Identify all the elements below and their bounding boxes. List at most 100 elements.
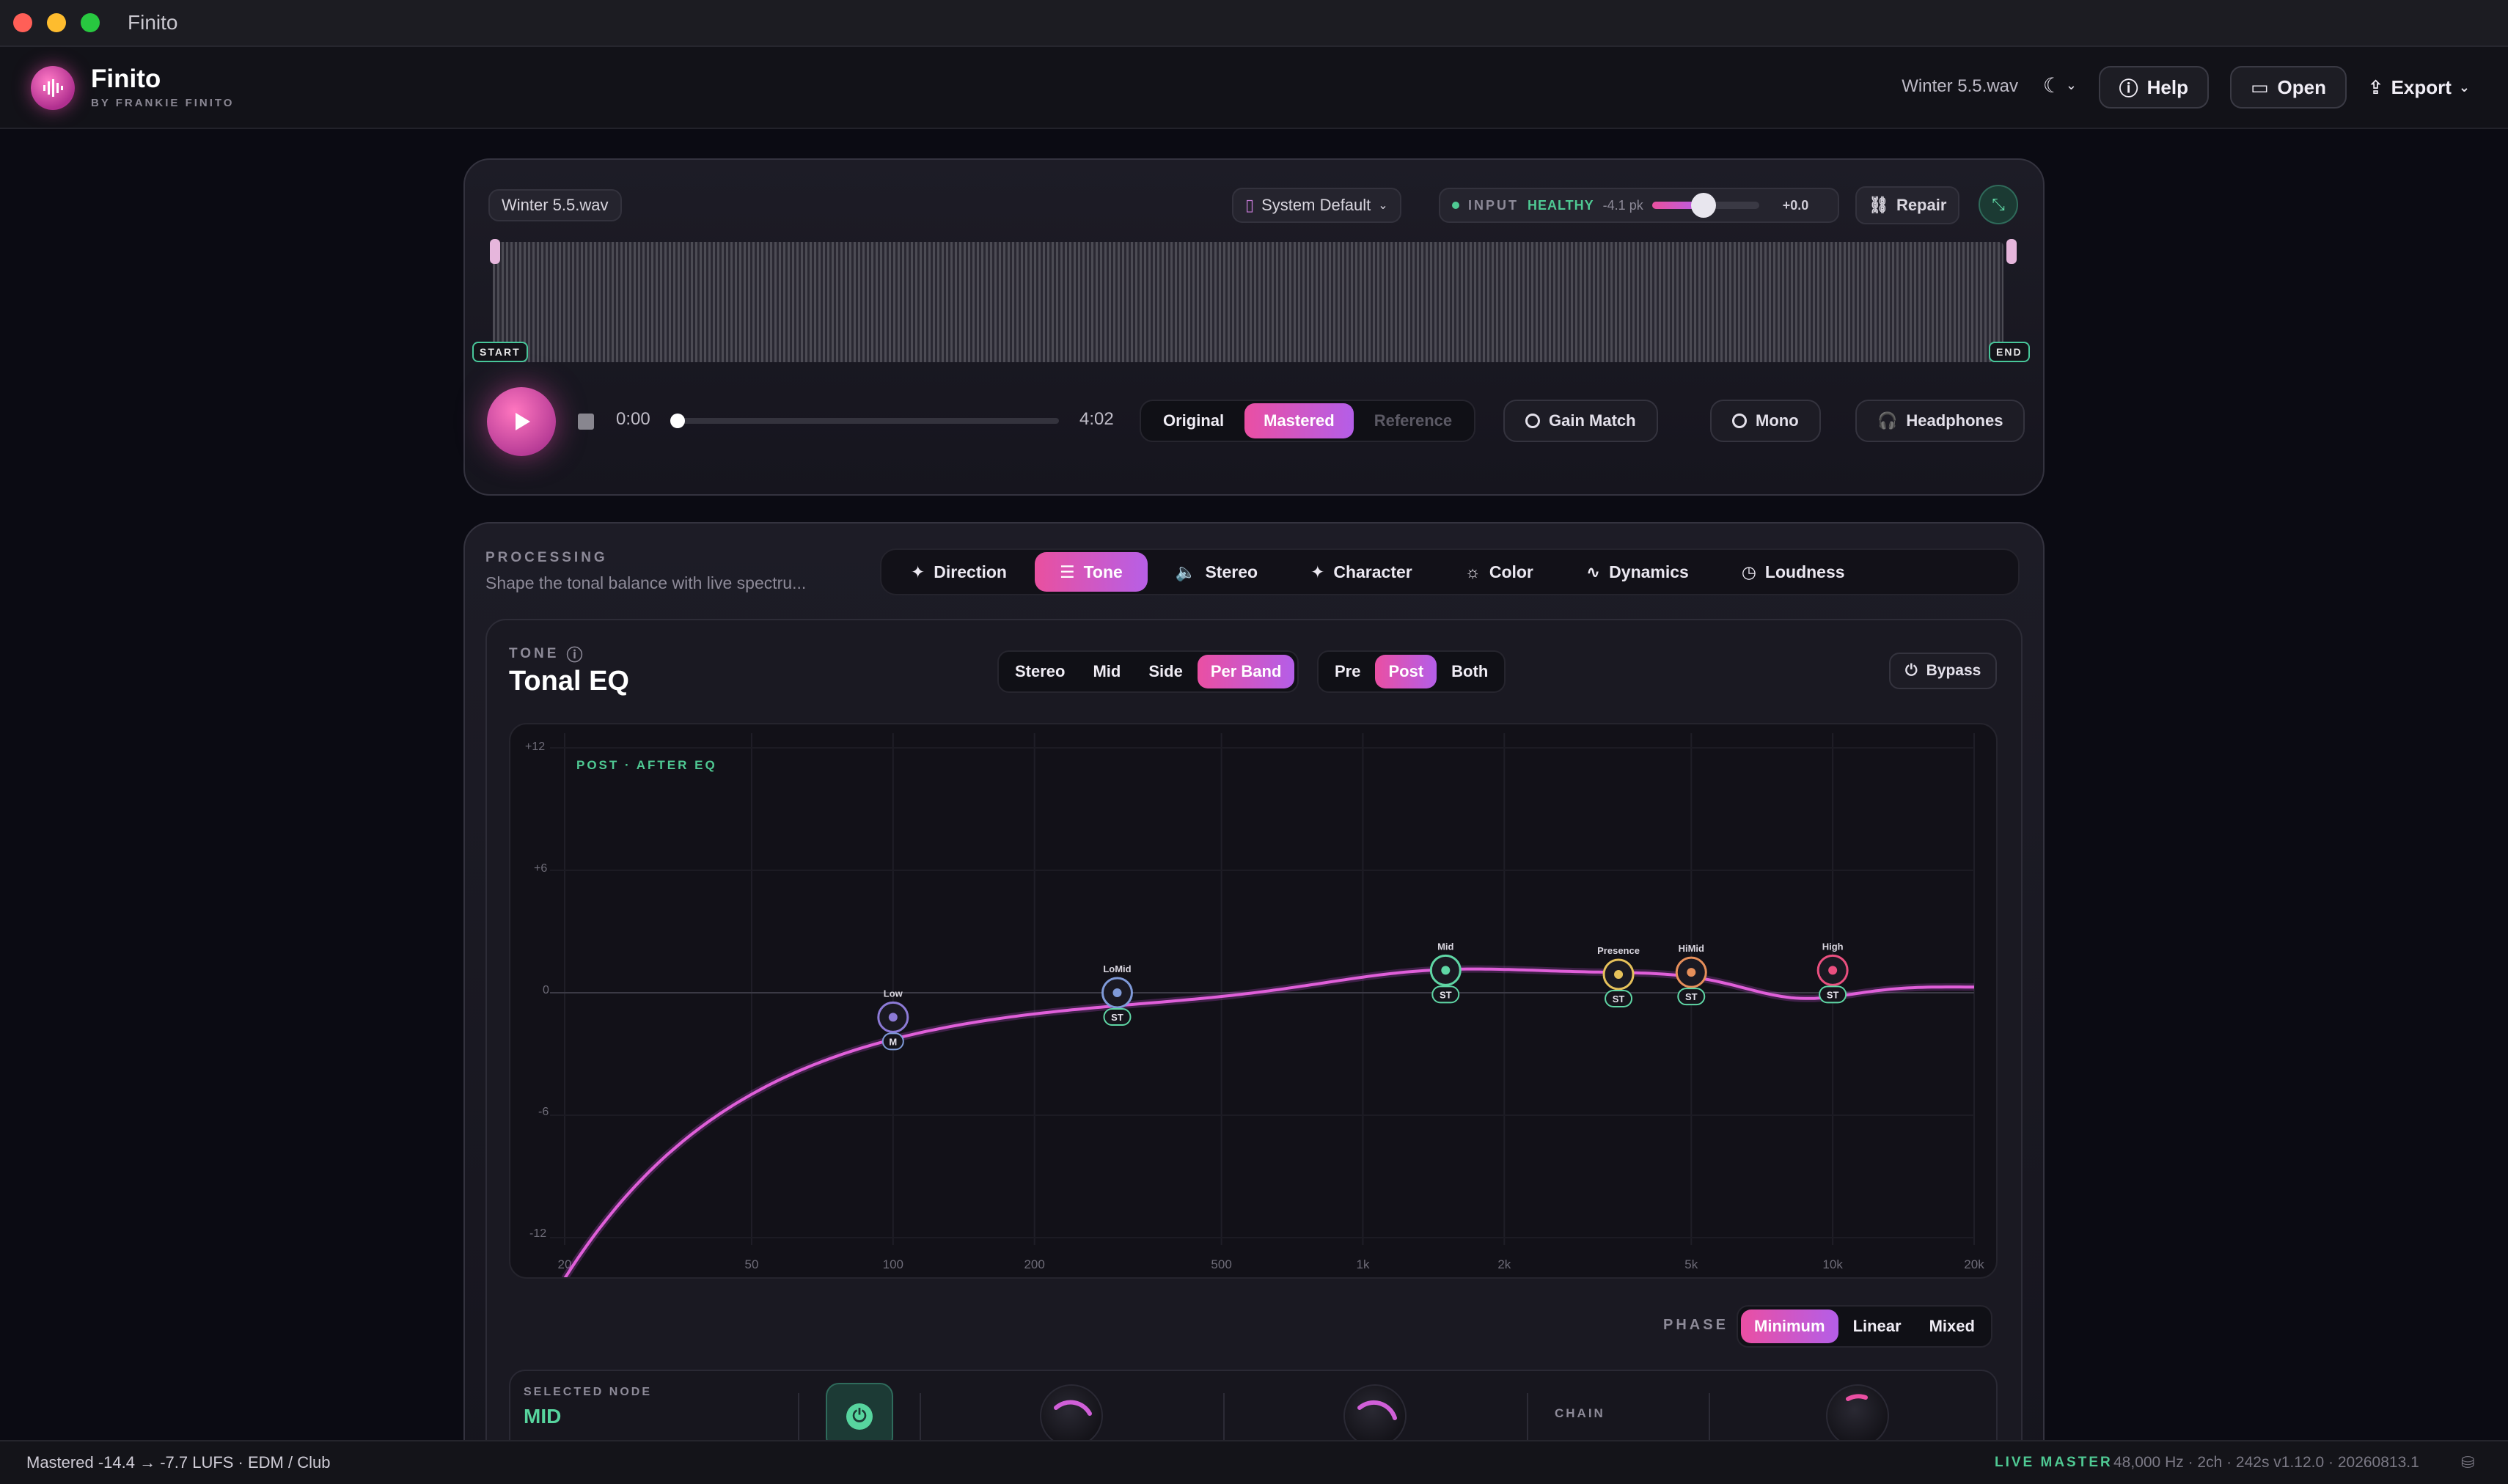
tab-color[interactable]: ☼ Color — [1440, 552, 1558, 592]
playback-progress[interactable] — [670, 414, 1059, 428]
end-handle[interactable] — [2006, 239, 2017, 264]
close-window-button[interactable] — [13, 13, 32, 32]
phase-toggle: Minimum Linear Mixed — [1737, 1305, 1992, 1348]
eq-node-tag-badge — [1103, 1008, 1132, 1026]
status-summary: Mastered -14.4 → -7.7 LUFS · EDM / Club — [26, 1453, 331, 1472]
tab-direction[interactable]: ✦ Direction — [886, 552, 1032, 592]
input-status: HEALTHY — [1528, 197, 1594, 213]
mono-button[interactable]: Mono — [1710, 400, 1821, 442]
speaker-icon: ▯ — [1245, 196, 1255, 214]
input-gain-fill — [1651, 202, 1704, 209]
help-label: Help — [2146, 76, 2188, 98]
repair-label: Repair — [1896, 196, 1947, 214]
tab-loudness[interactable]: ◷ Loudness — [1717, 552, 1870, 592]
stage-option-both[interactable]: Both — [1451, 662, 1489, 680]
window-controls — [13, 13, 100, 32]
stage-option-post[interactable]: Post — [1375, 655, 1437, 688]
info-icon[interactable]: ⓘ — [566, 646, 586, 664]
node-enable-button[interactable]: ⏻ — [826, 1383, 893, 1450]
headphones-icon: 🎧 — [1877, 411, 1898, 430]
eq-canvas[interactable]: 20 50 100 200 500 1k 2k 5k 10k 20k Low M LoMid ST Mid S… — [510, 724, 1998, 1279]
tone-label-text: TONE — [509, 646, 560, 661]
eq-curve-glow — [561, 965, 1975, 1277]
gain-match-button[interactable]: Gain Match — [1503, 400, 1658, 442]
start-handle[interactable] — [490, 239, 500, 264]
channel-option-side[interactable]: Side — [1148, 662, 1183, 680]
status-dot-icon — [1452, 202, 1459, 209]
tab-label: Color — [1489, 562, 1533, 581]
q-knob[interactable] — [1826, 1384, 1889, 1447]
input-gain-slider[interactable] — [1651, 193, 1759, 218]
collapse-button[interactable]: ⤡ — [1979, 185, 2018, 224]
brand-name: Finito — [91, 65, 161, 93]
stop-button[interactable] — [578, 414, 594, 430]
phase-option-minimum[interactable]: Minimum — [1741, 1309, 1838, 1343]
theme-toggle[interactable]: ☾ ⌄ — [2043, 73, 2077, 98]
eq-node-tag-badge — [1819, 985, 1847, 1004]
export-button[interactable]: ⇪ Export ⌄ — [2368, 76, 2470, 99]
selected-node-value: MID — [524, 1405, 562, 1428]
eq-node-tag: ST — [1440, 989, 1452, 1000]
phase-label: PHASE — [1663, 1317, 1728, 1333]
y-tick-label: +6 — [534, 862, 548, 875]
sparkle-icon: ✦ — [1310, 562, 1325, 581]
eq-node-tag-badge — [1431, 985, 1460, 1004]
mono-label: Mono — [1756, 411, 1799, 430]
progress-thumb[interactable] — [670, 414, 685, 428]
live-master-badge: LIVE MASTER — [1995, 1455, 2113, 1470]
help-button[interactable]: ⓘ Help — [2098, 66, 2209, 109]
eq-node-tag: M — [889, 1036, 897, 1047]
output-device-select[interactable]: ▯ System Default ⌄ — [1232, 188, 1401, 223]
gain-match-label: Gain Match — [1549, 411, 1636, 430]
tab-label: Dynamics — [1609, 562, 1689, 581]
chevron-down-icon: ⌄ — [2458, 80, 2470, 95]
link-icon: ⛓ — [1869, 196, 1889, 214]
input-meter: INPUT HEALTHY -4.1 pk +0.0 — [1439, 188, 1839, 223]
gain-knob[interactable] — [1343, 1384, 1407, 1447]
headphones-button[interactable]: 🎧 Headphones — [1855, 400, 2025, 442]
input-peak: -4.1 pk — [1602, 197, 1643, 213]
phase-option-linear[interactable]: Linear — [1852, 1317, 1902, 1335]
phase-option-mixed[interactable]: Mixed — [1929, 1317, 1975, 1335]
repair-button[interactable]: ⛓ Repair — [1855, 186, 1960, 224]
tone-title: Tonal EQ — [509, 666, 629, 697]
input-gain-thumb[interactable] — [1690, 193, 1716, 218]
tab-dynamics[interactable]: ∿ Dynamics — [1561, 552, 1714, 592]
zoom-window-button[interactable] — [81, 13, 100, 32]
ab-option-reference[interactable]: Reference — [1374, 411, 1453, 430]
waveform[interactable] — [493, 242, 2003, 362]
tab-label: Loudness — [1764, 562, 1845, 581]
stage-option-pre[interactable]: Pre — [1335, 662, 1361, 680]
power-icon: ⏻ — [1905, 662, 1918, 679]
tab-tone[interactable]: ☰ Tone — [1034, 552, 1148, 592]
header-file-name: Winter 5.5.wav — [1902, 76, 2018, 96]
ab-option-mastered[interactable]: Mastered — [1244, 403, 1354, 438]
start-marker: START — [472, 342, 528, 362]
channel-option-per-band[interactable]: Per Band — [1197, 655, 1295, 688]
ab-option-original[interactable]: Original — [1163, 411, 1225, 430]
tab-stereo[interactable]: 🔈 Stereo — [1151, 552, 1283, 592]
eq-node-dot — [1614, 969, 1624, 979]
tab-character[interactable]: ✦ Character — [1286, 552, 1437, 592]
eq-node-tag: ST — [1111, 1012, 1123, 1023]
play-button[interactable] — [487, 387, 556, 456]
channel-option-stereo[interactable]: Stereo — [1015, 662, 1066, 680]
chain-label: CHAIN — [1555, 1406, 1605, 1420]
x-tick-label: 100 — [883, 1257, 903, 1271]
bypass-button[interactable]: ⏻ Bypass — [1889, 653, 1998, 689]
channel-option-mid[interactable]: Mid — [1093, 662, 1121, 680]
file-chip: Winter 5.5.wav — [488, 189, 622, 221]
eq-caption: POST · AFTER EQ — [576, 758, 717, 772]
eq-node-tag: ST — [1827, 989, 1839, 1000]
tone-label: TONE ⓘ — [509, 642, 585, 666]
time-current: 0:00 — [616, 409, 650, 429]
eq-node-dot — [1687, 968, 1696, 977]
eq-graph[interactable]: 20 50 100 200 500 1k 2k 5k 10k 20k Low M LoMid ST Mid S… — [509, 723, 1998, 1279]
minimize-window-button[interactable] — [47, 13, 66, 32]
frequency-knob[interactable] — [1040, 1384, 1103, 1447]
toggle-ring-icon — [1525, 414, 1540, 428]
open-button[interactable]: ▭ Open — [2229, 66, 2347, 109]
stage-toggle: Pre Post Both — [1317, 650, 1506, 693]
window-titlebar: Finito — [0, 0, 2508, 47]
y-tick-label: +12 — [525, 741, 546, 753]
